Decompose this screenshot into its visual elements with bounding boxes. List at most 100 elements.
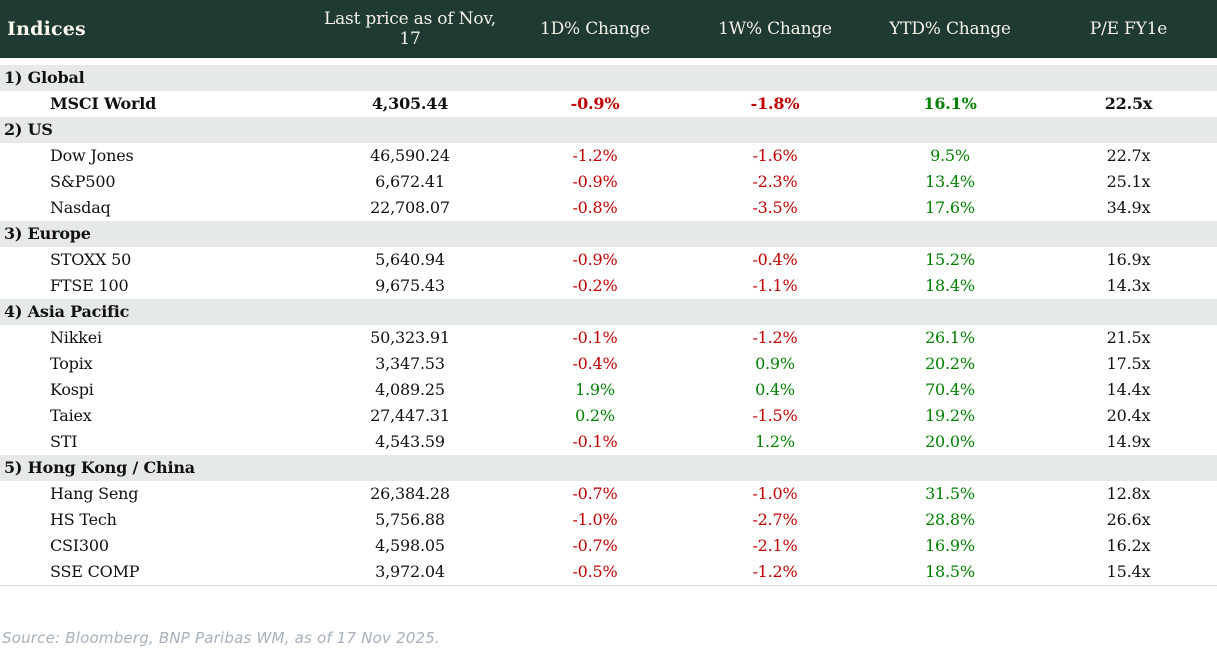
1d-change-cell: -0.7% xyxy=(572,484,618,503)
table-row: MSCI World 4,305.44 -0.9% -1.8% 16.1% 22.5x xyxy=(0,91,1217,117)
1w-change-cell: 0.4% xyxy=(755,380,795,399)
last-price-cell: 4,305.44 xyxy=(371,94,449,113)
table-row: STI 4,543.59 -0.1% 1.2% 20.0% 14.9x xyxy=(0,429,1217,455)
1d-change-cell: -1.2% xyxy=(572,146,618,165)
ytd-change-cell: 18.5% xyxy=(925,562,975,581)
last-price-cell: 4,089.25 xyxy=(375,380,445,399)
pe-cell: 22.5x xyxy=(1104,94,1153,113)
table-row: SSE COMP 3,972.04 -0.5% -1.2% 18.5% 15.4x xyxy=(0,559,1217,585)
pe-cell: 25.1x xyxy=(1106,172,1151,191)
column-header-ytd-change: YTD% Change xyxy=(889,19,1011,39)
name-cell: S&P500 xyxy=(50,172,116,191)
pe-cell: 21.5x xyxy=(1106,328,1151,347)
ytd-change-cell: 19.2% xyxy=(925,406,975,425)
table-row: Taiex 27,447.31 0.2% -1.5% 19.2% 20.4x xyxy=(0,403,1217,429)
section-header: 2) US xyxy=(0,117,1217,143)
name-cell: CSI300 xyxy=(50,536,109,555)
last-price-cell: 50,323.91 xyxy=(370,328,450,347)
1w-change-cell: 0.9% xyxy=(755,354,795,373)
1d-change-cell: -0.4% xyxy=(572,354,618,373)
section-header: 3) Europe xyxy=(0,221,1217,247)
ytd-change-cell: 20.0% xyxy=(925,432,975,451)
1w-change-cell: -1.2% xyxy=(752,562,798,581)
last-price-cell: 46,590.24 xyxy=(370,146,450,165)
pe-cell: 26.6x xyxy=(1106,510,1151,529)
last-price-cell: 22,708.07 xyxy=(370,198,450,217)
1w-change-cell: -1.5% xyxy=(752,406,798,425)
column-header-1w-change: 1W% Change xyxy=(718,19,832,39)
1w-change-cell: -1.2% xyxy=(752,328,798,347)
name-cell: Kospi xyxy=(50,380,94,399)
1w-change-cell: -1.1% xyxy=(752,276,798,295)
1d-change-cell: -0.9% xyxy=(572,172,618,191)
1d-change-cell: -0.9% xyxy=(570,94,620,113)
1d-change-cell: -0.7% xyxy=(572,536,618,555)
section-header: 5) Hong Kong / China xyxy=(0,455,1217,481)
1d-change-cell: -0.9% xyxy=(572,250,618,269)
section-header: 1) Global xyxy=(0,65,1217,91)
name-cell: HS Tech xyxy=(50,510,117,529)
1w-change-cell: -1.8% xyxy=(750,94,800,113)
table-row: Kospi 4,089.25 1.9% 0.4% 70.4% 14.4x xyxy=(0,377,1217,403)
table-row: S&P500 6,672.41 -0.9% -2.3% 13.4% 25.1x xyxy=(0,169,1217,195)
1w-change-cell: -2.3% xyxy=(752,172,798,191)
column-header-pe-fy1e: P/E FY1e xyxy=(1089,19,1168,39)
1d-change-cell: 0.2% xyxy=(575,406,615,425)
1w-change-cell: -1.0% xyxy=(752,484,798,503)
pe-cell: 20.4x xyxy=(1106,406,1151,425)
1d-change-cell: -0.1% xyxy=(572,432,618,451)
name-cell: Taiex xyxy=(50,406,92,425)
last-price-cell: 9,675.43 xyxy=(375,276,445,295)
1w-change-cell: -0.4% xyxy=(752,250,798,269)
table-header-row: Indices Last price as of Nov, 17 1D% Cha… xyxy=(0,0,1217,58)
1d-change-cell: -0.8% xyxy=(572,198,618,217)
ytd-change-cell: 28.8% xyxy=(925,510,975,529)
pe-cell: 14.3x xyxy=(1106,276,1151,295)
column-header-last-price: Last price as of Nov, 17 xyxy=(324,9,496,49)
name-cell: Hang Seng xyxy=(50,484,139,503)
1w-change-cell: -1.6% xyxy=(752,146,798,165)
last-price-cell: 26,384.28 xyxy=(370,484,450,503)
indices-table-body: 1) Global MSCI World 4,305.44 -0.9% -1.8% 16.… xyxy=(0,65,1217,585)
table-bottom-border xyxy=(0,585,1217,586)
name-cell: STOXX 50 xyxy=(50,250,132,269)
1w-change-cell: -3.5% xyxy=(752,198,798,217)
page-title: Indices xyxy=(7,18,86,40)
ytd-change-cell: 31.5% xyxy=(925,484,975,503)
ytd-change-cell: 15.2% xyxy=(925,250,975,269)
name-cell: SSE COMP xyxy=(50,562,140,581)
ytd-change-cell: 20.2% xyxy=(925,354,975,373)
1w-change-cell: -2.7% xyxy=(752,510,798,529)
pe-cell: 34.9x xyxy=(1106,198,1151,217)
last-price-cell: 4,543.59 xyxy=(375,432,445,451)
table-row: HS Tech 5,756.88 -1.0% -2.7% 28.8% 26.6x xyxy=(0,507,1217,533)
table-row: FTSE 100 9,675.43 -0.2% -1.1% 18.4% 14.3x xyxy=(0,273,1217,299)
last-price-cell: 27,447.31 xyxy=(370,406,450,425)
name-cell: Nasdaq xyxy=(50,198,111,217)
pe-cell: 15.4x xyxy=(1106,562,1151,581)
last-price-cell: 6,672.41 xyxy=(375,172,445,191)
1d-change-cell: 1.9% xyxy=(575,380,615,399)
ytd-change-cell: 17.6% xyxy=(925,198,975,217)
table-row: Nikkei 50,323.91 -0.1% -1.2% 26.1% 21.5x xyxy=(0,325,1217,351)
section-header: 4) Asia Pacific xyxy=(0,299,1217,325)
pe-cell: 17.5x xyxy=(1106,354,1151,373)
name-cell: MSCI World xyxy=(50,94,157,113)
pe-cell: 14.4x xyxy=(1106,380,1151,399)
ytd-change-cell: 16.9% xyxy=(925,536,975,555)
1d-change-cell: -1.0% xyxy=(572,510,618,529)
last-price-cell: 5,756.88 xyxy=(375,510,445,529)
ytd-change-cell: 70.4% xyxy=(925,380,975,399)
pe-cell: 14.9x xyxy=(1106,432,1151,451)
last-price-cell: 3,347.53 xyxy=(375,354,445,373)
pe-cell: 16.2x xyxy=(1106,536,1151,555)
table-row: Dow Jones 46,590.24 -1.2% -1.6% 9.5% 22.7x xyxy=(0,143,1217,169)
pe-cell: 16.9x xyxy=(1106,250,1151,269)
name-cell: Dow Jones xyxy=(50,146,134,165)
1d-change-cell: -0.5% xyxy=(572,562,618,581)
name-cell: STI xyxy=(50,432,78,451)
last-price-cell: 5,640.94 xyxy=(375,250,445,269)
ytd-change-cell: 13.4% xyxy=(925,172,975,191)
1d-change-cell: -0.2% xyxy=(572,276,618,295)
